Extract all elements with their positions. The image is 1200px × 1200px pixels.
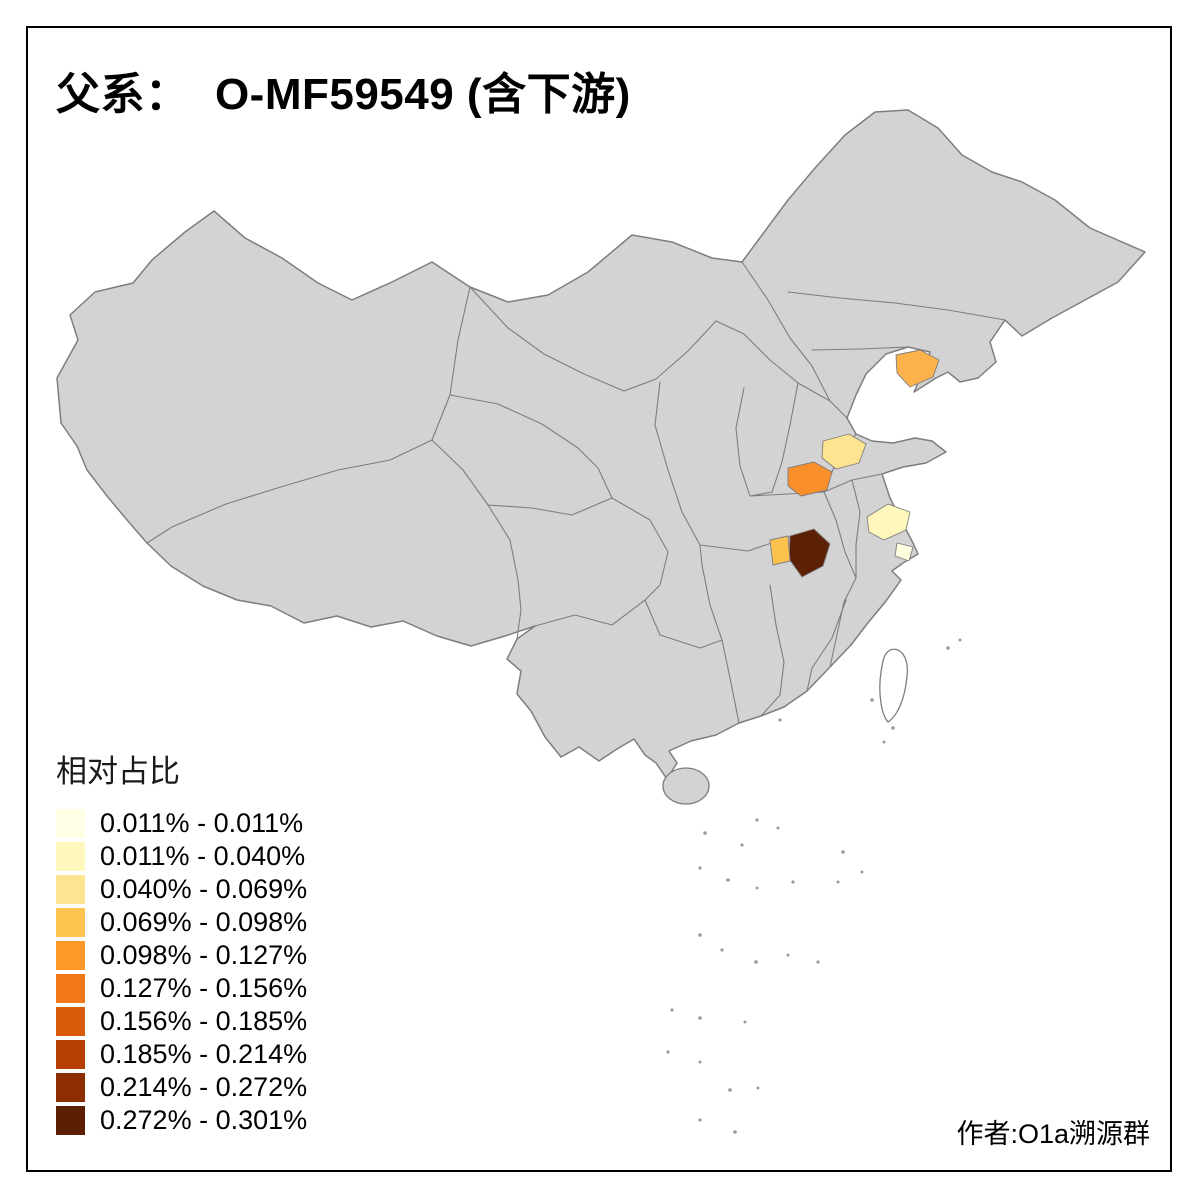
legend-label: 0.069% - 0.098% [100,907,308,937]
credit-text: 作者:O1a溯源群 [956,1119,1150,1149]
region-hubei-west-patch [769,535,791,566]
province-borders [146,261,1006,724]
legend-swatch [56,941,85,970]
legend-item: 0.098% - 0.127% [56,939,307,972]
hainan-island [662,767,710,805]
legend-label: 0.011% - 0.011% [100,808,304,838]
legend-swatch [56,1106,85,1135]
region-shandong-west [821,433,867,470]
taiwan-island [879,648,908,723]
legend-item: 0.185% - 0.214% [56,1038,307,1071]
legend-item: 0.011% - 0.011% [56,807,307,840]
legend-item: 0.040% - 0.069% [56,873,307,906]
legend-swatch [56,842,85,871]
legend-swatch [56,875,85,904]
map-layers [56,109,1146,1134]
legend-swatch [56,1040,85,1069]
legend-item: 0.272% - 0.301% [56,1104,307,1137]
legend-swatch [56,809,85,838]
legend-swatch [56,1007,85,1036]
mainland-outline [56,109,1146,780]
region-henan-east [787,461,833,497]
legend-swatch [56,1073,85,1102]
legend-item: 0.069% - 0.098% [56,906,307,939]
legend-label: 0.185% - 0.214% [100,1039,308,1069]
legend-item: 0.127% - 0.156% [56,972,307,1005]
region-jiangsu-central [866,503,911,541]
legend-label: 0.098% - 0.127% [100,940,308,970]
legend-item: 0.214% - 0.272% [56,1071,307,1104]
legend-item: 0.156% - 0.185% [56,1005,307,1038]
region-shanghai-south-jiangsu [894,542,914,562]
legend-label: 0.156% - 0.185% [100,1006,308,1036]
region-liaoning-dalian [895,349,940,388]
legend-label: 0.272% - 0.301% [100,1105,308,1135]
island-specks [666,638,962,1134]
legend-title: 相对占比 [56,754,180,789]
legend-label: 0.214% - 0.272% [100,1072,308,1102]
legend-swatch [56,908,85,937]
legend-label: 0.127% - 0.156% [100,973,308,1003]
legend-label: 0.040% - 0.069% [100,874,308,904]
legend-swatch [56,974,85,1003]
legend-item: 0.011% - 0.040% [56,840,307,873]
legend-label: 0.011% - 0.040% [100,841,306,871]
legend: 相对占比 0.011% - 0.011% 0.011% - 0.040% 0.0… [56,746,307,1137]
figure-title: 父系： O-MF59549 (含下游) [56,70,631,119]
